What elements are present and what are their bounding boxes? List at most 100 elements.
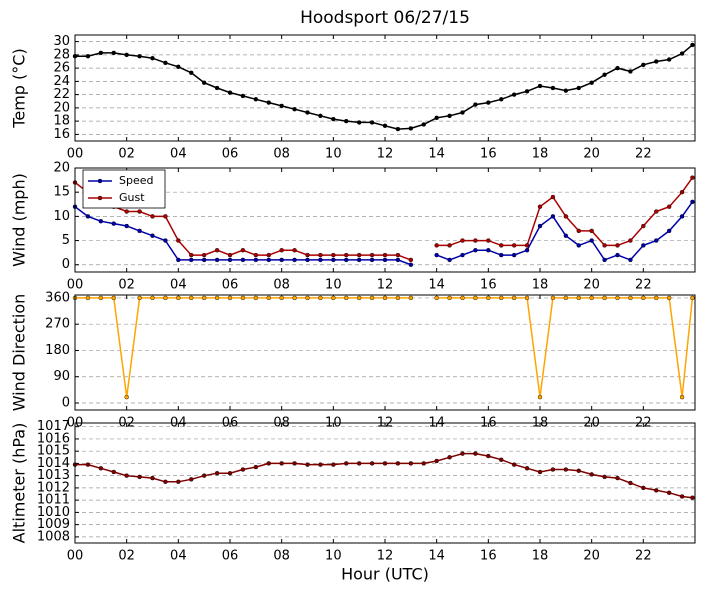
x-tick-label: 16 [480, 147, 497, 162]
x-tick-label: 10 [325, 147, 342, 162]
marker [124, 473, 129, 478]
marker [641, 485, 646, 491]
marker [163, 238, 168, 243]
marker [279, 248, 284, 253]
marker [189, 252, 194, 258]
marker [85, 295, 91, 301]
marker [690, 42, 695, 48]
marker [344, 252, 349, 258]
marker [318, 295, 323, 301]
x-tick-label: 14 [428, 147, 445, 162]
marker [85, 214, 91, 219]
marker [227, 252, 233, 258]
marker [253, 295, 259, 301]
marker [602, 72, 607, 77]
marker [227, 471, 233, 476]
x-tick-label: 00 [67, 549, 84, 564]
marker [524, 466, 530, 471]
axes-frame [74, 294, 696, 411]
marker [305, 295, 310, 301]
marker [292, 257, 297, 263]
x-tick-label: 20 [583, 147, 600, 162]
marker [150, 214, 155, 219]
marker [628, 295, 633, 301]
marker [447, 243, 452, 248]
marker [654, 488, 659, 493]
x-tick-label: 14 [428, 278, 445, 293]
marker [447, 113, 452, 119]
marker [292, 106, 297, 112]
x-tick-label: 16 [480, 549, 497, 564]
marker [369, 257, 375, 263]
x-tick-label: 12 [377, 278, 394, 293]
x-tick-label: 18 [532, 549, 549, 564]
marker [98, 295, 104, 301]
y-tick-label: 1008 [37, 529, 70, 544]
y-tick-label: 1014 [37, 456, 70, 471]
marker [486, 238, 491, 243]
legend-label: Gust [119, 191, 145, 204]
marker [240, 93, 246, 99]
marker [576, 228, 581, 234]
marker [382, 461, 388, 466]
marker [253, 257, 259, 263]
marker [434, 252, 439, 258]
marker [641, 62, 646, 68]
marker [550, 85, 556, 91]
marker [318, 252, 323, 258]
x-tick-label: 08 [273, 147, 290, 162]
marker [331, 116, 336, 122]
marker [654, 295, 659, 301]
marker [201, 252, 207, 258]
marker [382, 295, 388, 301]
y-tick-label: 1011 [37, 493, 70, 508]
marker [408, 295, 414, 301]
marker [576, 295, 581, 301]
marker [163, 60, 168, 66]
marker [511, 252, 517, 258]
marker [344, 295, 349, 301]
x-tick-label: 02 [118, 549, 135, 564]
y-tick-label: 1010 [37, 505, 70, 520]
marker [227, 90, 233, 95]
marker [137, 295, 142, 301]
marker [589, 80, 594, 85]
marker [641, 295, 646, 301]
marker [473, 248, 478, 253]
marker [214, 471, 220, 476]
marker [602, 243, 607, 248]
marker [460, 110, 465, 115]
marker [331, 257, 336, 263]
marker [266, 252, 271, 258]
marker [486, 295, 491, 301]
y-tick-label: 24 [53, 74, 70, 89]
marker [227, 295, 233, 301]
marker [111, 469, 116, 475]
axes-frame [74, 34, 696, 142]
y-tick-label: 360 [45, 290, 70, 305]
y-tick-label: 28 [53, 47, 70, 62]
marker [266, 461, 271, 466]
x-tick-label: 04 [170, 147, 187, 162]
x-axis-label: Hour (UTC) [341, 565, 429, 584]
marker [690, 199, 695, 205]
marker [666, 204, 672, 209]
marker [214, 248, 220, 253]
marker [279, 257, 284, 263]
marker [176, 479, 181, 484]
marker [201, 473, 207, 478]
y-tick-label: 0 [62, 395, 70, 410]
x-tick-label: 00 [67, 147, 84, 162]
x-tick-label: 02 [118, 278, 135, 293]
marker [628, 238, 633, 243]
marker [690, 295, 695, 301]
marker [85, 54, 91, 59]
marker [176, 238, 181, 243]
marker [499, 252, 504, 258]
marker [150, 233, 155, 238]
y-tick-label: 90 [53, 369, 70, 384]
marker [201, 257, 207, 263]
marker [395, 257, 401, 263]
marker [666, 57, 672, 62]
marker [486, 100, 491, 105]
